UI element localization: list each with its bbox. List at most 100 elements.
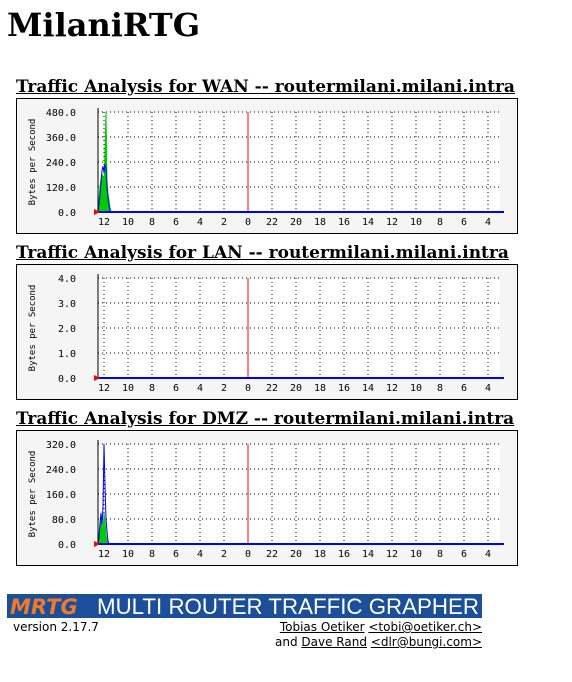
mrtg-logo-background bbox=[7, 594, 482, 618]
y-tick-label: 160.0 bbox=[46, 490, 76, 501]
x-tick-label: 16 bbox=[338, 217, 350, 228]
x-tick-label: 6 bbox=[461, 217, 467, 228]
x-tick-label: 10 bbox=[122, 549, 134, 560]
x-tick-label: 8 bbox=[149, 217, 155, 228]
x-tick-label: 14 bbox=[362, 217, 374, 228]
traffic-graph-lan[interactable]: 4.03.02.01.00.012 10 8 6 4 2 0 22 20 18 16 14 12 10 8 6… bbox=[16, 264, 518, 400]
x-tick-label: 4 bbox=[485, 217, 491, 228]
x-tick-label: 10 bbox=[122, 383, 134, 394]
y-tick-label: 480.0 bbox=[46, 108, 76, 119]
author-2-email-link[interactable]: <dlr@bungi.com> bbox=[370, 635, 482, 649]
y-tick-label: 240.0 bbox=[46, 465, 76, 476]
x-axis-arrow bbox=[94, 209, 100, 215]
x-tick-label: 10 bbox=[410, 383, 422, 394]
x-tick-label: 8 bbox=[149, 549, 155, 560]
x-tick-label: 0 bbox=[245, 217, 251, 228]
x-tick-label: 12 bbox=[386, 549, 398, 560]
x-tick-label: 14 bbox=[362, 549, 374, 560]
x-tick-label: 6 bbox=[173, 549, 179, 560]
x-tick-label: 4 bbox=[485, 549, 491, 560]
and-text: and bbox=[275, 635, 298, 649]
x-tick-label: 12 bbox=[98, 383, 110, 394]
series-out-line bbox=[97, 163, 112, 213]
x-tick-label: 18 bbox=[314, 383, 326, 394]
graph-block-wan: Traffic Analysis for WAN -- routermilani… bbox=[16, 77, 518, 234]
mrtg-logo[interactable]: MRTG MULTI ROUTER TRAFFIC GRAPHER bbox=[7, 594, 482, 618]
y-tick-label: 4.0 bbox=[58, 274, 76, 285]
x-tick-label: 8 bbox=[149, 383, 155, 394]
y-tick-label: 320.0 bbox=[46, 440, 76, 451]
x-tick-label: 6 bbox=[461, 549, 467, 560]
x-tick-label: 6 bbox=[173, 383, 179, 394]
graph-link-dmz[interactable]: Traffic Analysis for DMZ -- routermilani… bbox=[16, 409, 515, 429]
x-tick-label: 2 bbox=[221, 217, 227, 228]
x-tick-label: 0 bbox=[245, 549, 251, 560]
y-tick-label: 360.0 bbox=[46, 133, 76, 144]
y-tick-label: 1.0 bbox=[58, 349, 76, 360]
y-axis-title: Bytes per Second bbox=[28, 285, 38, 372]
y-tick-label: 240.0 bbox=[46, 158, 76, 169]
graph-heading-dmz[interactable]: Traffic Analysis for DMZ -- routermilani… bbox=[16, 409, 518, 429]
x-tick-label: 20 bbox=[290, 383, 302, 394]
x-tick-label: 12 bbox=[98, 549, 110, 560]
x-tick-label: 14 bbox=[362, 383, 374, 394]
graph-link-lan[interactable]: Traffic Analysis for LAN -- routermilani… bbox=[16, 243, 509, 263]
y-tick-label: 80.0 bbox=[52, 515, 76, 526]
x-axis-arrow bbox=[94, 541, 100, 547]
y-tick-label: 3.0 bbox=[58, 299, 76, 310]
credits-line-2: and Dave Rand <dlr@bungi.com> bbox=[275, 635, 482, 650]
x-tick-label: 22 bbox=[266, 217, 278, 228]
y-tick-label: 0.0 bbox=[58, 208, 76, 219]
x-tick-label: 20 bbox=[290, 217, 302, 228]
y-tick-label: 120.0 bbox=[46, 183, 76, 194]
x-tick-label: 12 bbox=[98, 217, 110, 228]
page-title: MilaniRTG bbox=[7, 6, 201, 44]
graph-link-wan[interactable]: Traffic Analysis for WAN -- routermilani… bbox=[16, 77, 515, 97]
author-1-email-link[interactable]: <tobi@oetiker.ch> bbox=[368, 620, 482, 634]
x-tick-label: 2 bbox=[221, 549, 227, 560]
mrtg-logo-mrtg: MRTG bbox=[10, 595, 78, 618]
x-tick-label: 2 bbox=[221, 383, 227, 394]
x-tick-label: 18 bbox=[314, 217, 326, 228]
x-tick-label: 8 bbox=[437, 549, 443, 560]
y-axis-title: Bytes per Second bbox=[28, 451, 38, 538]
x-tick-label: 20 bbox=[290, 549, 302, 560]
x-tick-label: 0 bbox=[245, 383, 251, 394]
x-tick-label: 10 bbox=[122, 217, 134, 228]
x-tick-label: 6 bbox=[461, 383, 467, 394]
x-tick-label: 4 bbox=[197, 217, 203, 228]
x-tick-label: 6 bbox=[173, 217, 179, 228]
x-tick-label: 22 bbox=[266, 549, 278, 560]
y-axis-title: Bytes per Second bbox=[28, 119, 38, 206]
series-out-line bbox=[97, 443, 110, 545]
y-tick-label: 0.0 bbox=[58, 540, 76, 551]
x-tick-label: 22 bbox=[266, 383, 278, 394]
graph-block-dmz: Traffic Analysis for DMZ -- routermilani… bbox=[16, 409, 518, 566]
series-in-area bbox=[97, 111, 112, 213]
y-tick-label: 2.0 bbox=[58, 324, 76, 335]
version-text: version 2.17.7 bbox=[13, 620, 99, 634]
x-tick-label: 16 bbox=[338, 383, 350, 394]
x-axis-arrow bbox=[94, 375, 100, 381]
x-tick-label: 10 bbox=[410, 217, 422, 228]
graph-block-lan: Traffic Analysis for LAN -- routermilani… bbox=[16, 243, 518, 400]
x-tick-label: 8 bbox=[437, 383, 443, 394]
x-tick-label: 4 bbox=[197, 383, 203, 394]
mrtg-logo-text: MULTI ROUTER TRAFFIC GRAPHER bbox=[97, 594, 479, 618]
x-tick-label: 18 bbox=[314, 549, 326, 560]
x-tick-label: 8 bbox=[437, 217, 443, 228]
author-1-link[interactable]: Tobias Oetiker bbox=[279, 620, 365, 634]
graph-heading-wan[interactable]: Traffic Analysis for WAN -- routermilani… bbox=[16, 77, 518, 97]
x-tick-label: 4 bbox=[485, 383, 491, 394]
x-tick-label: 16 bbox=[338, 549, 350, 560]
y-tick-label: 0.0 bbox=[58, 374, 76, 385]
x-tick-label: 10 bbox=[410, 549, 422, 560]
x-tick-label: 12 bbox=[386, 217, 398, 228]
x-tick-label: 12 bbox=[386, 383, 398, 394]
graph-heading-lan[interactable]: Traffic Analysis for LAN -- routermilani… bbox=[16, 243, 518, 263]
credits-line-1: Tobias Oetiker <tobi@oetiker.ch> bbox=[275, 620, 482, 635]
author-2-link[interactable]: Dave Rand bbox=[301, 635, 367, 649]
credits: Tobias Oetiker <tobi@oetiker.ch> and Dav… bbox=[275, 620, 482, 650]
